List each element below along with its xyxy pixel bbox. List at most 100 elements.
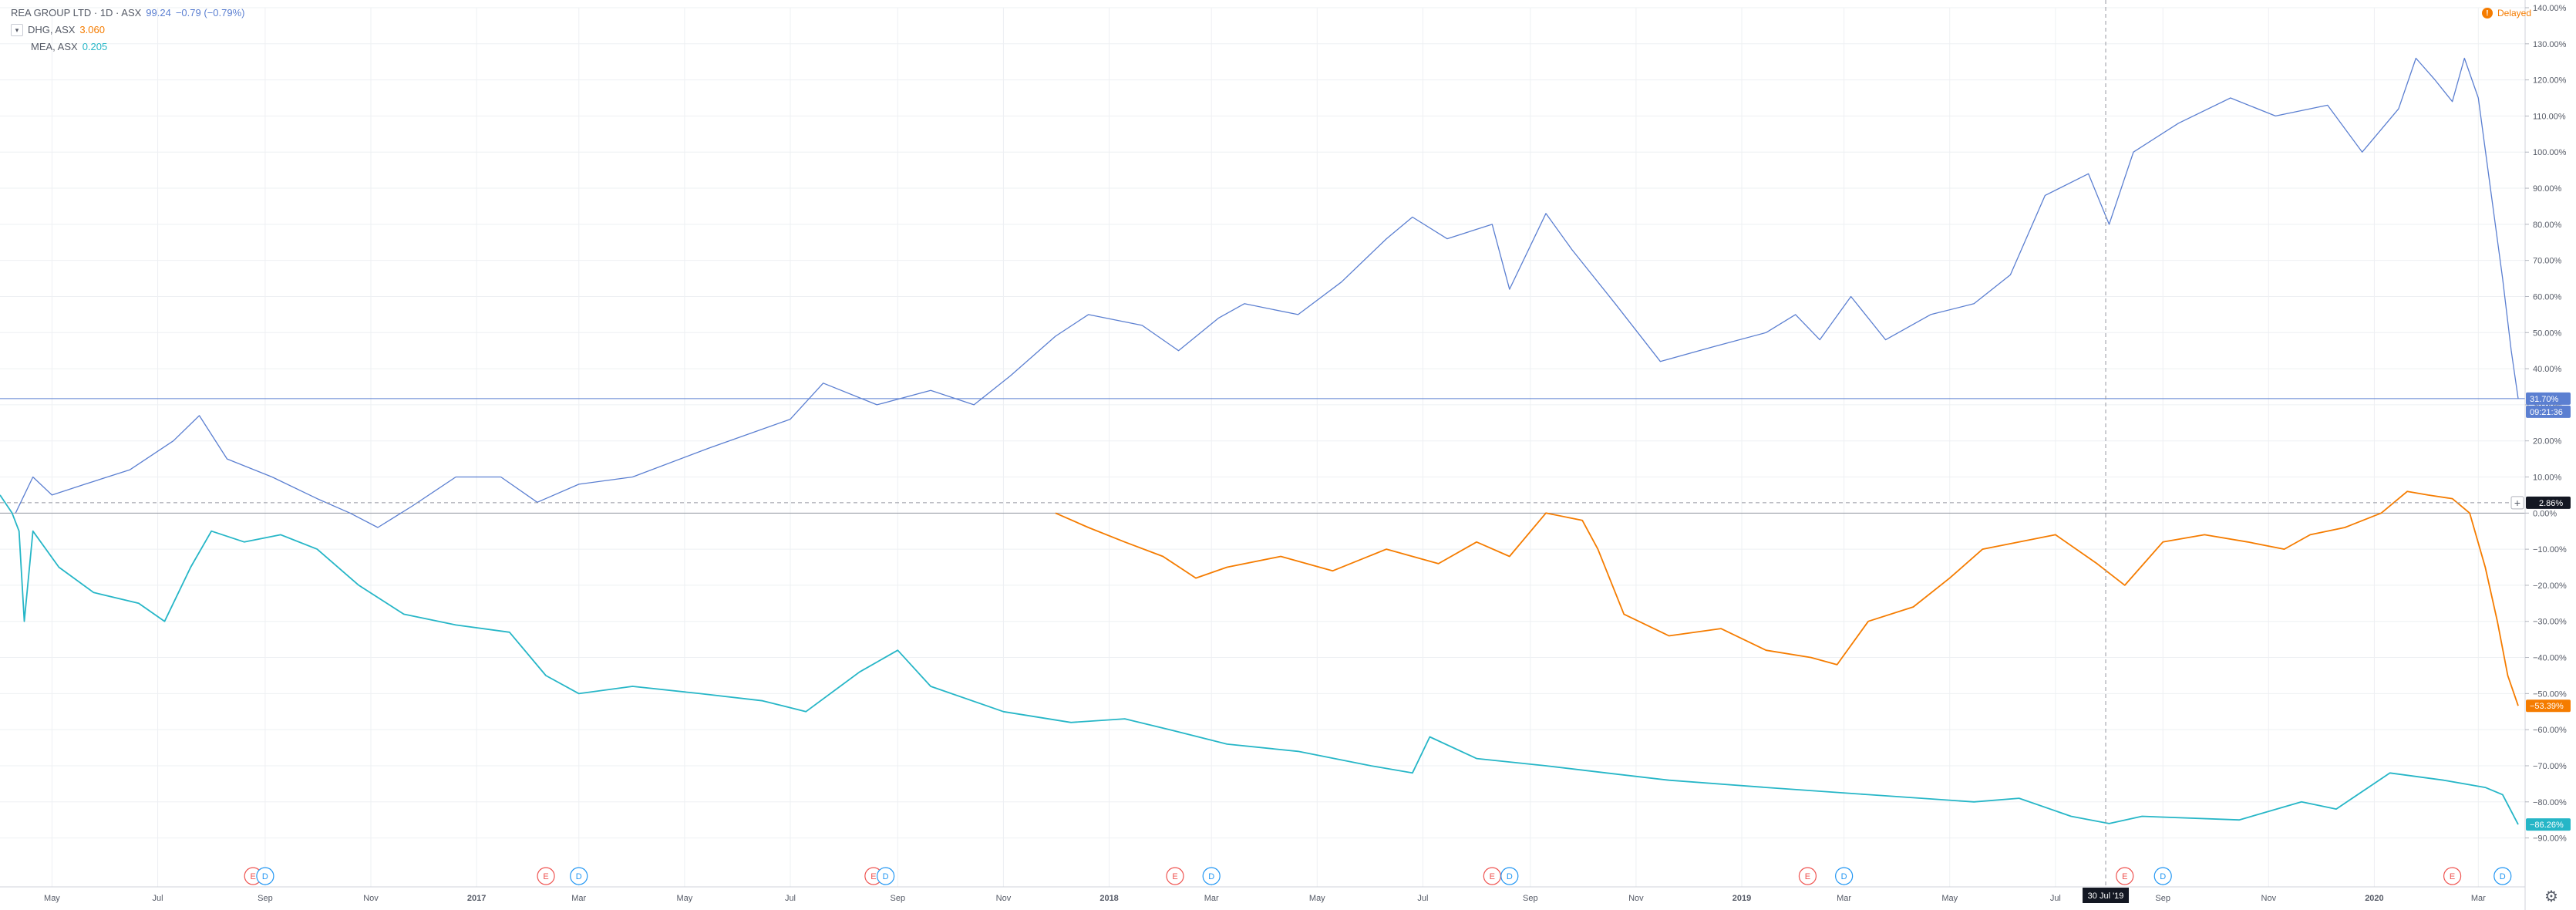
marker-label: D xyxy=(1208,872,1214,881)
x-tick-label: Sep xyxy=(2155,894,2170,903)
x-tick-label: Nov xyxy=(2261,894,2277,903)
y-tick-label: −90.00% xyxy=(2533,834,2567,844)
y-tick-label: −70.00% xyxy=(2533,762,2567,771)
y-tick-label: 130.00% xyxy=(2533,40,2567,49)
x-tick-label: Mar xyxy=(571,894,586,903)
x-tick-label: Jul xyxy=(1417,894,1428,903)
legend-compare-dhg[interactable]: ▾ DHG, ASX 3.060 xyxy=(11,22,244,39)
legend-main[interactable]: REA GROUP LTD · 1D · ASX 99.24 −0.79 (−0… xyxy=(11,5,244,22)
x-tick-label: May xyxy=(676,894,692,903)
dividend-marker xyxy=(2153,867,2172,885)
series-layer xyxy=(0,57,2525,825)
x-tick-label: Mar xyxy=(2471,894,2486,903)
marker-label: D xyxy=(1507,872,1513,881)
dividend-marker xyxy=(1500,867,1519,885)
last-value-badge-rea xyxy=(2526,392,2571,405)
y-tick-label: 90.00% xyxy=(2533,184,2562,194)
compare-symbol-name: MEA, ASX xyxy=(31,41,78,52)
last-value-label-mea: −86.26% xyxy=(2530,821,2564,830)
y-tick-label: 10.00% xyxy=(2533,474,2562,483)
last-value-badge-mea xyxy=(2526,818,2571,831)
y-tick-label: 60.00% xyxy=(2533,292,2562,302)
marker-label: D xyxy=(2500,872,2506,881)
last-value-label-dhg: −53.39% xyxy=(2530,702,2564,711)
series-line-mea xyxy=(0,494,2519,825)
marker-label: E xyxy=(2450,872,2455,881)
marker-label: D xyxy=(262,872,268,881)
series-line-rea xyxy=(15,57,2519,528)
dividend-marker xyxy=(2494,867,2512,885)
delayed-badge[interactable]: ! Delayed xyxy=(2481,8,2531,19)
y-tick-label: −50.00% xyxy=(2533,689,2567,699)
x-tick-label: Nov xyxy=(996,894,1012,903)
symbol-title[interactable]: REA GROUP LTD · 1D · ASX xyxy=(11,7,142,19)
crosshair-price-label: 2.86% xyxy=(2539,499,2563,508)
x-axis[interactable]: May Jul Sep Nov 2017 Mar May Jul Sep Nov 2018 Mar Ma… xyxy=(0,886,2525,903)
marker-label: E xyxy=(1805,872,1810,881)
x-tick-label: Jul xyxy=(785,894,796,903)
series-line-dhg xyxy=(1055,490,2519,706)
y-tick-label: −40.00% xyxy=(2533,654,2567,663)
marker-label: D xyxy=(2160,872,2166,881)
marker-label: E xyxy=(543,872,548,881)
compare-symbol-value: 3.060 xyxy=(79,24,105,35)
x-tick-label: 2020 xyxy=(2365,894,2383,903)
symbol-price: 99.24 xyxy=(146,7,171,19)
x-tick-label: 2017 xyxy=(467,894,486,903)
compare-symbol-name: DHG, ASX xyxy=(28,24,76,35)
y-tick-label: −80.00% xyxy=(2533,798,2567,807)
x-tick-label: Sep xyxy=(1523,894,1538,903)
y-tick-label: −30.00% xyxy=(2533,618,2567,627)
dividend-marker xyxy=(570,867,588,885)
chevron-down-icon[interactable]: ▾ xyxy=(11,24,23,36)
x-tick-label: Mar xyxy=(1204,894,1219,903)
gear-icon[interactable]: ⚙ xyxy=(2544,888,2558,905)
x-tick-label: May xyxy=(1309,894,1325,903)
x-tick-label: 2018 xyxy=(1099,894,1118,903)
dividend-marker xyxy=(1835,867,1854,885)
legend-compare-mea[interactable]: MEA, ASX 0.205 xyxy=(11,39,244,56)
dividend-marker xyxy=(1202,867,1221,885)
delayed-label: Delayed xyxy=(2497,8,2531,19)
x-tick-label: Sep xyxy=(258,894,273,903)
last-value-label-rea: 31.70% xyxy=(2530,395,2559,404)
dividend-marker xyxy=(877,867,895,885)
y-tick-label: −20.00% xyxy=(2533,581,2567,591)
x-tick-label: May xyxy=(44,894,60,903)
y-tick-label: 0.00% xyxy=(2533,509,2557,518)
earnings-marker xyxy=(1798,867,1817,885)
marker-label: E xyxy=(1172,872,1177,881)
countdown-label: 09:21:36 xyxy=(2530,408,2563,417)
y-tick-label: −10.00% xyxy=(2533,545,2567,554)
y-tick-label: 50.00% xyxy=(2533,329,2562,338)
marker-label: E xyxy=(251,872,256,881)
crosshair-date-label: 30 Jul '19 xyxy=(2088,891,2124,901)
countdown-badge xyxy=(2526,405,2571,418)
y-tick-label: 140.00% xyxy=(2533,4,2567,13)
y-tick-label: −60.00% xyxy=(2533,726,2567,735)
compare-symbol-value: 0.205 xyxy=(82,41,108,52)
crosshair-price-badge xyxy=(2526,496,2571,509)
x-tick-label: Jul xyxy=(2050,894,2061,903)
info-icon: ! xyxy=(2481,8,2493,19)
earnings-marker xyxy=(2116,867,2134,885)
marker-label: D xyxy=(883,872,889,881)
x-tick-label: 2019 xyxy=(1732,894,1751,903)
y-axis[interactable]: 140.00% 130.00% 120.00% 110.00% 100.00% 90.00… xyxy=(2524,0,2571,910)
x-tick-label: May xyxy=(1941,894,1958,903)
x-tick-label: Mar xyxy=(1837,894,1851,903)
x-tick-label: Jul xyxy=(153,894,163,903)
plus-icon-glyph: + xyxy=(2514,497,2520,509)
y-tick-label: 100.00% xyxy=(2533,148,2567,157)
symbol-change: −0.79 (−0.79%) xyxy=(175,7,245,19)
dividend-marker xyxy=(256,867,274,885)
legend: REA GROUP LTD · 1D · ASX 99.24 −0.79 (−0… xyxy=(11,5,244,56)
earnings-marker xyxy=(1166,867,1184,885)
last-value-badge-dhg xyxy=(2526,699,2571,713)
y-tick-label: 120.00% xyxy=(2533,76,2567,86)
earnings-marker xyxy=(2443,867,2462,885)
marker-label: E xyxy=(1490,872,1495,881)
marker-label: E xyxy=(870,872,876,881)
